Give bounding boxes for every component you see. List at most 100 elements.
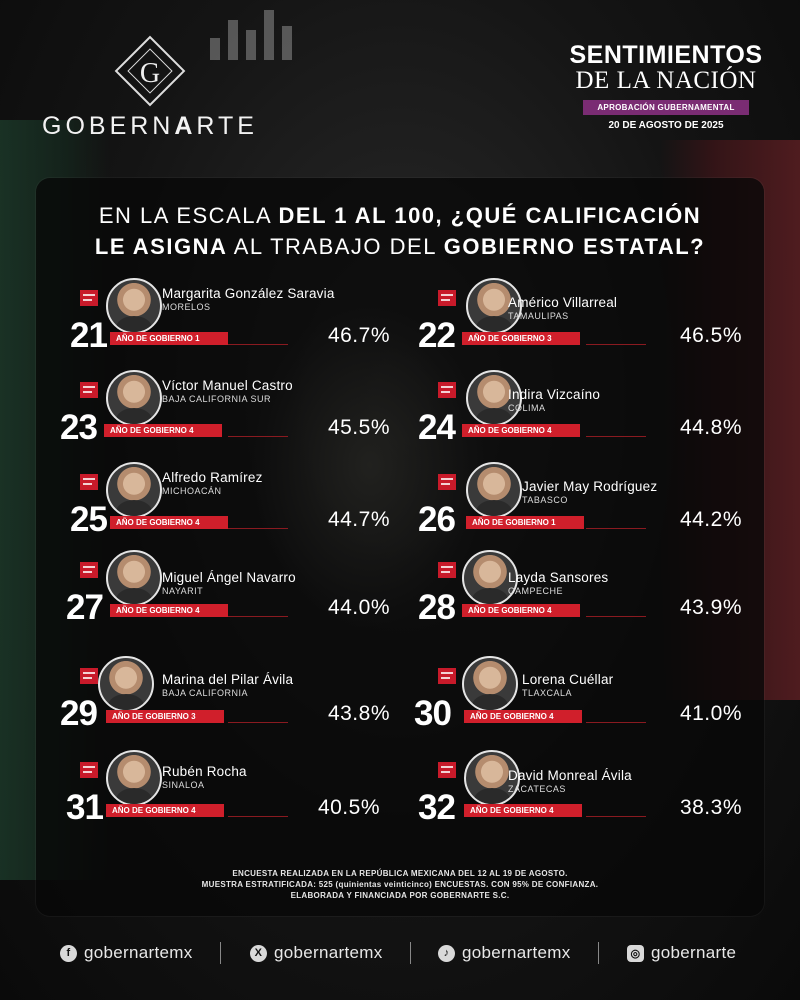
divider-line xyxy=(586,528,646,529)
rank-number: 31 xyxy=(66,788,104,827)
approval-percent: 38.3% xyxy=(679,796,742,819)
divider xyxy=(410,942,411,964)
governor-photo xyxy=(466,370,522,426)
rank-number: 27 xyxy=(66,588,104,627)
governor-card: Indira Vizcaíno COLIMA 24 AÑO DE GOBIERN… xyxy=(418,370,778,452)
media-logo-icon xyxy=(438,562,456,578)
approval-percent: 44.7% xyxy=(327,508,390,531)
logo-wordmark: GOBERNARTE xyxy=(42,112,258,140)
approval-percent: 41.0% xyxy=(679,702,742,725)
year-of-government-label: AÑO DE GOBIERNO 4 xyxy=(464,804,582,817)
year-of-government-label: AÑO DE GOBIERNO 3 xyxy=(106,710,224,723)
year-of-government-label: AÑO DE GOBIERNO 4 xyxy=(462,604,580,617)
note-line: MUESTRA ESTRATIFICADA: 525 (quinientas v… xyxy=(201,880,599,889)
year-of-government-label: AÑO DE GOBIERNO 4 xyxy=(104,424,222,437)
rank-number: 22 xyxy=(418,316,456,355)
social-footer: f gobernartemx X gobernartemx ♪ gobernar… xyxy=(0,938,800,968)
rank-number: 30 xyxy=(414,694,452,733)
approval-percent: 40.5% xyxy=(317,796,380,819)
methodology-note: ENCUESTA REALIZADA EN LA REPÚBLICA MEXIC… xyxy=(0,868,800,901)
decorative-bars xyxy=(210,0,310,60)
approval-percent: 44.0% xyxy=(327,596,390,619)
governor-state: TABASCO xyxy=(522,495,568,505)
governor-name: Víctor Manuel Castro xyxy=(162,378,293,393)
category-badge: APROBACIÓN GUBERNAMENTAL xyxy=(583,100,749,115)
approval-percent: 46.7% xyxy=(327,324,390,347)
media-logo-icon xyxy=(80,668,98,684)
media-logo-icon xyxy=(438,762,456,778)
governor-card: Javier May Rodríguez TABASCO 26 AÑO DE G… xyxy=(418,462,778,544)
approval-percent: 46.5% xyxy=(679,324,742,347)
social-handle: gobernartemx xyxy=(84,943,193,962)
divider-line xyxy=(228,528,288,529)
media-logo-icon xyxy=(438,290,456,306)
governor-state: MORELOS xyxy=(162,302,211,312)
governor-name: Indira Vizcaíno xyxy=(508,387,601,402)
divider-line xyxy=(586,616,646,617)
divider xyxy=(220,942,221,964)
tiktok-icon: ♪ xyxy=(438,944,455,962)
social-handle: gobernartemx xyxy=(462,943,571,962)
note-line: ENCUESTA REALIZADA EN LA REPÚBLICA MEXIC… xyxy=(232,869,568,878)
governor-card: Américo Villarreal TAMAULIPAS 22 AÑO DE … xyxy=(418,278,778,360)
divider-line xyxy=(228,436,288,437)
rank-number: 23 xyxy=(60,408,98,447)
governor-photo xyxy=(464,750,520,806)
year-of-government-label: AÑO DE GOBIERNO 1 xyxy=(110,332,228,345)
social-facebook[interactable]: f gobernartemx xyxy=(60,938,193,968)
governor-name: Miguel Ángel Navarro xyxy=(162,570,296,585)
divider-line xyxy=(228,344,288,345)
governor-photo xyxy=(106,370,162,426)
media-logo-icon xyxy=(80,762,98,778)
media-logo-icon xyxy=(438,474,456,490)
media-logo-icon xyxy=(438,668,456,684)
governor-name: Alfredo Ramírez xyxy=(162,470,263,485)
brand-title-line2: DE LA NACIÓN xyxy=(575,67,757,94)
governor-state: MICHOACÁN xyxy=(162,486,222,496)
governor-card: Alfredo Ramírez MICHOACÁN 25 AÑO DE GOBI… xyxy=(70,462,420,544)
divider-line xyxy=(586,344,646,345)
governor-card: Margarita González Saravia MORELOS 21 AÑ… xyxy=(70,278,420,360)
governor-photo xyxy=(466,462,522,518)
approval-percent: 44.2% xyxy=(679,508,742,531)
divider-line xyxy=(586,722,646,723)
governor-state: TLAXCALA xyxy=(522,688,573,698)
survey-question: EN LA ESCALA DEL 1 AL 100, ¿QUÉ CALIFICA… xyxy=(94,203,706,259)
rank-number: 28 xyxy=(418,588,456,627)
governor-name: Marina del Pilar Ávila xyxy=(162,672,294,687)
series-brand: SENTIMIENTOS DE LA NACIÓN APROBACIÓN GUB… xyxy=(568,42,764,131)
governor-state: BAJA CALIFORNIA xyxy=(162,688,249,698)
divider xyxy=(598,942,599,964)
governor-card: Miguel Ángel Navarro NAYARIT 27 AÑO DE G… xyxy=(66,550,420,632)
social-tiktok[interactable]: ♪ gobernartemx xyxy=(438,938,571,968)
facebook-icon: f xyxy=(60,944,77,962)
governor-state: BAJA CALIFORNIA SUR xyxy=(162,394,272,404)
governor-state: CAMPECHE xyxy=(508,586,564,596)
instagram-icon: ◎ xyxy=(627,944,644,962)
governor-photo xyxy=(462,656,518,712)
social-handle: gobernartemx xyxy=(274,943,383,962)
governor-name: David Monreal Ávila xyxy=(508,768,632,783)
divider-line xyxy=(228,722,288,723)
social-instagram[interactable]: ◎ gobernarte xyxy=(627,938,736,968)
year-of-government-label: AÑO DE GOBIERNO 3 xyxy=(462,332,580,345)
rank-number: 25 xyxy=(70,500,108,539)
governor-state: SINALOA xyxy=(162,780,205,790)
divider-line xyxy=(586,436,646,437)
approval-percent: 44.8% xyxy=(679,416,742,439)
divider-line xyxy=(228,816,288,817)
year-of-government-label: AÑO DE GOBIERNO 4 xyxy=(464,710,582,723)
governor-card: Layda Sansores CAMPECHE 28 AÑO DE GOBIER… xyxy=(418,550,778,632)
governor-card: Rubén Rocha SINALOA 31 AÑO DE GOBIERNO 4… xyxy=(66,750,420,832)
year-of-government-label: AÑO DE GOBIERNO 1 xyxy=(466,516,584,529)
brand-title-line1: SENTIMIENTOS xyxy=(569,41,763,69)
media-logo-icon xyxy=(80,474,98,490)
governor-state: NAYARIT xyxy=(162,586,204,596)
governor-photo xyxy=(106,278,162,334)
social-x[interactable]: X gobernartemx xyxy=(250,938,383,968)
governor-state: ZACATECAS xyxy=(508,784,566,794)
governor-card: Víctor Manuel Castro BAJA CALIFORNIA SUR… xyxy=(60,370,420,452)
media-logo-icon xyxy=(80,382,98,398)
approval-percent: 43.8% xyxy=(327,702,390,725)
note-line: ELABORADA Y FINANCIADA POR GOBERNARTE S.… xyxy=(290,891,510,900)
